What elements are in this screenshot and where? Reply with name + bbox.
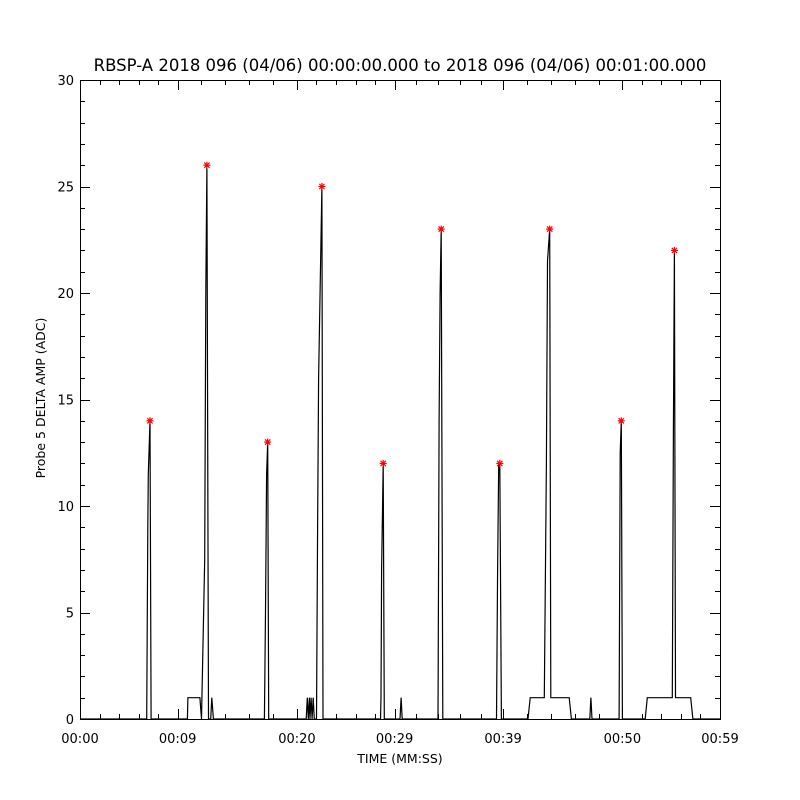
- peak-marker: [146, 417, 154, 425]
- peak-marker: [496, 459, 504, 467]
- y-axis-label: Probe 5 DELTA AMP (ADC): [33, 318, 48, 479]
- x-tick-label: 00:00: [61, 732, 98, 747]
- y-tick-label: 5: [66, 607, 74, 622]
- peak-marker: [379, 459, 387, 467]
- series-layer: [80, 165, 720, 720]
- y-tick-label: 0: [66, 713, 74, 728]
- x-tick-label: 00:29: [376, 732, 413, 747]
- y-tick-labels: 0 5 10 15 20 25 30: [57, 74, 74, 728]
- peak-marker: [437, 225, 445, 233]
- x-tick-label: 00:50: [604, 732, 641, 747]
- peak-marker: [617, 417, 625, 425]
- y-tick-label: 30: [57, 74, 74, 89]
- peak-marker: [546, 225, 554, 233]
- y-tick-label: 10: [57, 500, 74, 515]
- x-tick-label: 00:09: [159, 732, 196, 747]
- y-tick-label: 25: [57, 181, 74, 196]
- x-tick-label: 00:39: [484, 732, 521, 747]
- x-tick-label: 00:59: [701, 732, 738, 747]
- peak-marker: [203, 161, 211, 169]
- amplitude-line: [80, 165, 720, 720]
- peak-marker: [264, 438, 272, 446]
- plot-frame: [80, 80, 721, 720]
- x-tick-labels: 00:00 00:09 00:20 00:29 00:39 00:50 00:59: [61, 732, 738, 747]
- axis-ticks: [80, 80, 721, 720]
- peak-marker: [318, 183, 326, 190]
- x-axis-label: TIME (MM:SS): [356, 751, 442, 766]
- y-tick-label: 20: [57, 287, 74, 302]
- peak-markers: [146, 161, 678, 467]
- y-tick-label: 15: [57, 394, 74, 409]
- peak-marker: [670, 246, 678, 254]
- x-tick-label: 00:20: [278, 732, 315, 747]
- chart-title: RBSP-A 2018 096 (04/06) 00:00:00.000 to …: [94, 56, 707, 75]
